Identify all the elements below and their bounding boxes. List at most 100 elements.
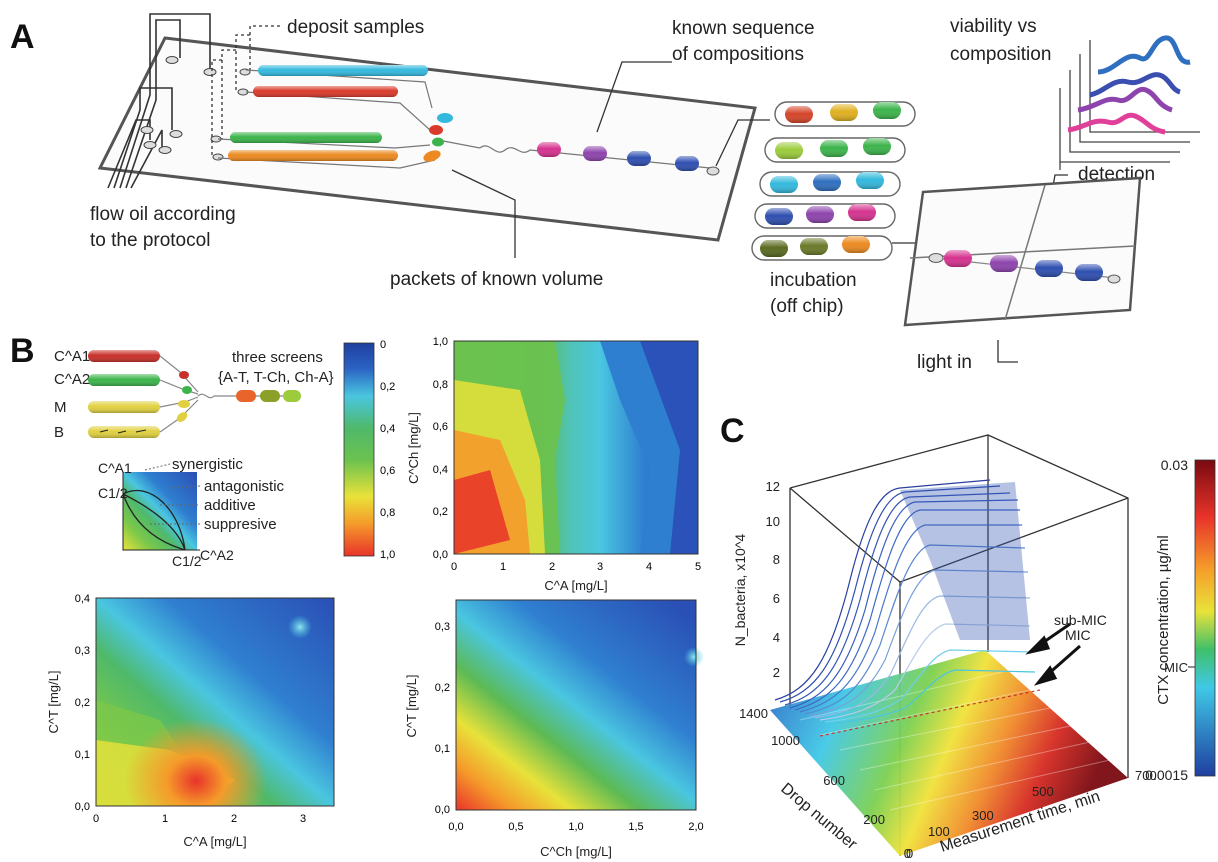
incubation-tube-5: [752, 236, 892, 260]
right-xtick-1: 0,5: [508, 821, 523, 833]
label-known-seq-1: known sequence: [672, 18, 815, 39]
top-xtick-2: 2: [549, 561, 555, 573]
incubation-tube-2: [765, 138, 905, 162]
iso-half-x: C1/2: [172, 553, 202, 569]
top-ytick-5: 1,0: [433, 336, 448, 348]
label-viability-1: viability vs: [950, 16, 1037, 37]
c-ztick-8: 8: [773, 552, 780, 567]
right-ytick-1: 0,1: [435, 743, 450, 755]
iso-x-label: C^A2: [200, 547, 234, 563]
schematic-row-label-1: C^A1: [54, 348, 90, 365]
right-xtick-0: 0,0: [448, 821, 463, 833]
right-ylabel: C^T [mg/L]: [404, 675, 419, 738]
c-time-tick-0: 0: [906, 846, 913, 861]
left-ylabel: C^T [mg/L]: [46, 671, 61, 734]
top-ytick-4: 0,8: [433, 379, 448, 391]
left-xtick-2: 2: [231, 813, 237, 825]
c-drop-tick-600: 600: [823, 773, 845, 788]
left-ytick-3: 0,3: [75, 645, 90, 657]
label-flow-1: flow oil according: [90, 204, 236, 225]
top-ytick-2: 0,4: [433, 464, 448, 476]
right-ytick-2: 0,2: [435, 682, 450, 694]
label-flow-2: to the protocol: [90, 230, 210, 251]
c-zlabel: N_bacteria, x10^4: [732, 534, 748, 647]
top-xtick-4: 4: [646, 561, 652, 573]
left-ytick-2: 0,2: [75, 697, 90, 709]
cbar-c-top: 0.03: [1161, 457, 1188, 473]
schematic-row-label-3: M: [54, 399, 67, 416]
right-ytick-0: 0,0: [435, 804, 450, 816]
panel-b: B C^A1 C^A2 M B: [10, 332, 704, 859]
c-ztick-4: 4: [773, 630, 780, 645]
top-xtick-5: 5: [695, 561, 701, 573]
left-ytick-1: 0,1: [75, 749, 90, 761]
isobologram: C^A1 C1/2 C1/2 C^A2 synergistic antagoni…: [98, 456, 285, 569]
panel-c-letter: C: [720, 412, 745, 450]
right-xtick-4: 2,0: [688, 821, 703, 833]
top-ytick-3: 0,6: [433, 421, 448, 433]
iso-y-label: C^A1: [98, 460, 132, 476]
heatmap-top: [454, 341, 698, 554]
panel-a-letter: A: [10, 18, 35, 56]
iso-half-y: C1/2: [98, 485, 128, 501]
label-sub-mic: sub-MIC: [1054, 612, 1107, 628]
panel-c: C: [720, 412, 1215, 861]
schematic-row-label-2: C^A2: [54, 371, 90, 388]
cbar-b-tick-5: 1,0: [380, 549, 395, 561]
label-incubation-1: incubation: [770, 270, 857, 291]
cbar-b-tick-3: 0,6: [380, 465, 395, 477]
top-xtick-0: 0: [451, 561, 457, 573]
cbar-b-tick-2: 0,4: [380, 423, 395, 435]
top-ylabel: C^Ch [mg/L]: [406, 412, 421, 484]
growth-fill: [900, 482, 1030, 640]
iso-curve-additive: additive: [204, 497, 256, 514]
label-packets: packets of known volume: [390, 269, 603, 290]
right-ytick-3: 0,3: [435, 621, 450, 633]
heatmap-left: [96, 598, 334, 806]
incubation-tube-3: [760, 172, 900, 196]
c-drop-tick-1000: 1000: [771, 733, 800, 748]
c-colorbar: 0.03 MIC 0.0015 CTX concentration, µg/ml: [1145, 457, 1215, 783]
label-viability-2: composition: [950, 44, 1051, 65]
c-ztick-2: 2: [773, 665, 780, 680]
label-deposit-samples: deposit samples: [287, 17, 424, 38]
detection-chip: [905, 178, 1140, 325]
c-drop-tick-200: 200: [863, 812, 885, 827]
b-colorbar: 0 0,2 0,4 0,6 0,8 1,0: [344, 339, 395, 561]
left-xtick-1: 1: [162, 813, 168, 825]
cbar-b-tick-1: 0,2: [380, 381, 395, 393]
cbar-c-label: CTX concentration, µg/ml: [1155, 535, 1172, 705]
right-xtick-3: 1,5: [628, 821, 643, 833]
top-xtick-3: 3: [597, 561, 603, 573]
iso-curve-antagonistic: antagonistic: [204, 478, 285, 495]
schematic-screens-1: three screens: [232, 349, 323, 366]
light-in-leader: [998, 340, 1018, 362]
schematic-row-label-4: B: [54, 424, 64, 441]
label-known-seq-2: of compositions: [672, 44, 804, 65]
incubation-tube-4: [755, 204, 895, 228]
heatmap-right: [456, 600, 704, 810]
iso-curve-synergistic: synergistic: [172, 456, 243, 473]
panel-a: A depo: [10, 14, 1200, 373]
left-ytick-4: 0,4: [75, 593, 90, 605]
c-ztick-10: 10: [766, 514, 780, 529]
left-ytick-0: 0,0: [75, 801, 90, 813]
incubation-tubes: [752, 102, 915, 260]
top-ytick-0: 0,0: [433, 549, 448, 561]
top-ytick-1: 0,2: [433, 506, 448, 518]
incubation-tube-1: [775, 102, 915, 126]
right-xtick-2: 1,0: [568, 821, 583, 833]
schematic-screens-2: {A-T, T-Ch, Ch-A}: [218, 369, 334, 386]
label-mic: MIC: [1065, 627, 1091, 643]
left-xlabel: C^A [mg/L]: [183, 834, 246, 849]
cbar-c-bottom: 0.0015: [1145, 767, 1188, 783]
panel-b-letter: B: [10, 332, 35, 370]
c-time-tick-500: 500: [1032, 784, 1054, 799]
cbar-b-tick-4: 0,8: [380, 507, 395, 519]
iso-curve-suppresive: suppresive: [204, 516, 277, 533]
right-xlabel: C^Ch [mg/L]: [540, 844, 612, 859]
c-time-tick-300: 300: [972, 808, 994, 823]
left-xtick-0: 0: [93, 813, 99, 825]
cbar-b-tick-0: 0: [380, 339, 386, 351]
